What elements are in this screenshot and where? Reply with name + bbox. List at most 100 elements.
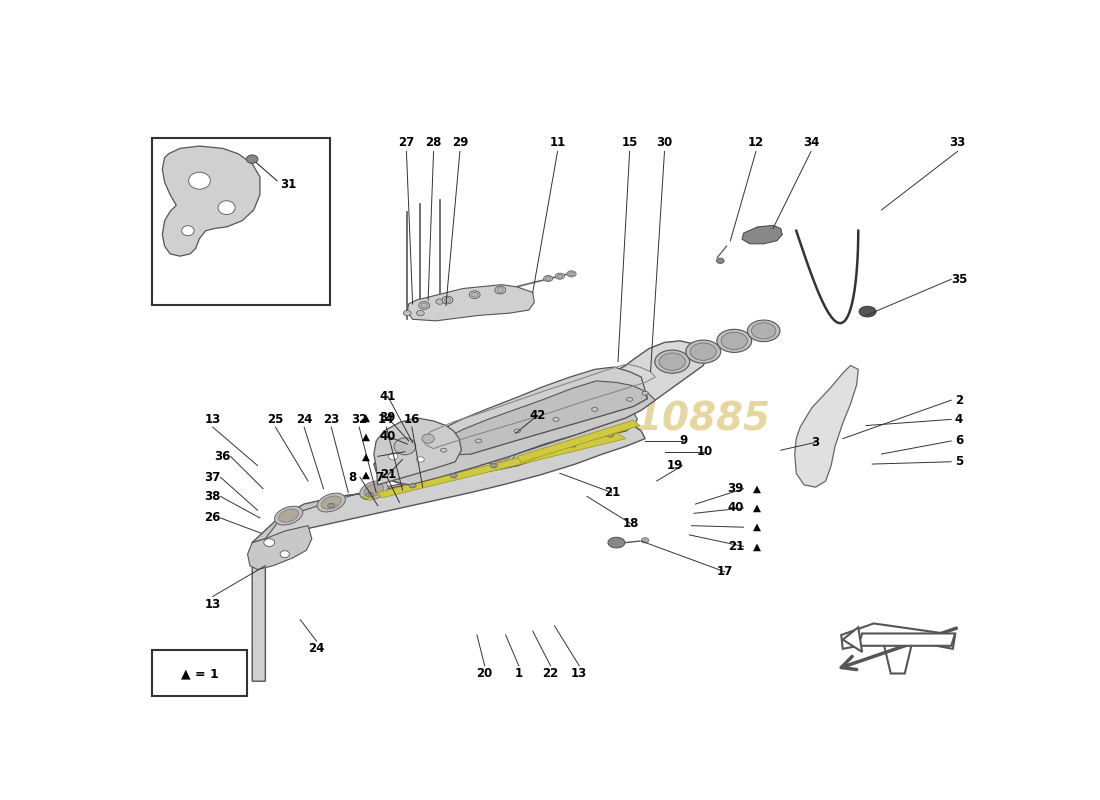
Ellipse shape bbox=[440, 448, 447, 452]
Text: 42: 42 bbox=[529, 409, 546, 422]
Text: 12: 12 bbox=[748, 136, 764, 149]
Polygon shape bbox=[252, 412, 637, 542]
Text: 11: 11 bbox=[549, 136, 565, 149]
Text: 26: 26 bbox=[205, 511, 221, 525]
Text: 8: 8 bbox=[348, 470, 356, 484]
Text: 21: 21 bbox=[604, 486, 620, 499]
Text: 31: 31 bbox=[280, 178, 297, 191]
Text: ▲: ▲ bbox=[752, 542, 761, 551]
Ellipse shape bbox=[642, 391, 648, 395]
Ellipse shape bbox=[409, 483, 416, 488]
Text: 5: 5 bbox=[955, 455, 964, 468]
Polygon shape bbox=[252, 426, 645, 682]
Ellipse shape bbox=[417, 310, 425, 316]
Text: 40: 40 bbox=[727, 502, 744, 514]
Ellipse shape bbox=[410, 484, 415, 487]
Ellipse shape bbox=[608, 538, 625, 548]
Text: ©: © bbox=[564, 428, 594, 457]
Text: 20: 20 bbox=[476, 667, 493, 680]
Ellipse shape bbox=[280, 550, 289, 558]
Text: 18: 18 bbox=[623, 517, 639, 530]
Ellipse shape bbox=[189, 172, 210, 189]
Polygon shape bbox=[842, 623, 955, 674]
Text: ▲: ▲ bbox=[752, 503, 761, 513]
Text: 24: 24 bbox=[308, 642, 324, 655]
Text: 9: 9 bbox=[679, 434, 688, 447]
Ellipse shape bbox=[553, 418, 559, 422]
Ellipse shape bbox=[532, 454, 536, 457]
Text: 155410885: 155410885 bbox=[528, 401, 770, 438]
Polygon shape bbox=[376, 377, 656, 485]
Ellipse shape bbox=[475, 439, 482, 443]
Text: 39: 39 bbox=[379, 411, 396, 424]
Ellipse shape bbox=[246, 155, 258, 163]
Text: ▲: ▲ bbox=[362, 470, 370, 480]
Ellipse shape bbox=[495, 286, 506, 294]
Text: 33: 33 bbox=[949, 136, 966, 149]
Ellipse shape bbox=[472, 292, 477, 297]
Text: 40: 40 bbox=[379, 430, 396, 443]
Polygon shape bbox=[374, 418, 462, 485]
Ellipse shape bbox=[275, 506, 302, 525]
Ellipse shape bbox=[722, 332, 747, 350]
Ellipse shape bbox=[751, 322, 776, 339]
Ellipse shape bbox=[543, 275, 553, 282]
Ellipse shape bbox=[492, 464, 496, 467]
Ellipse shape bbox=[328, 503, 334, 508]
Text: 24: 24 bbox=[296, 413, 312, 426]
Text: 39: 39 bbox=[727, 482, 744, 495]
Ellipse shape bbox=[360, 481, 388, 500]
Ellipse shape bbox=[607, 433, 614, 437]
Text: 6: 6 bbox=[955, 434, 964, 447]
Text: 23: 23 bbox=[323, 413, 340, 426]
Text: ▲: ▲ bbox=[752, 522, 761, 532]
Polygon shape bbox=[794, 366, 858, 487]
Text: 15: 15 bbox=[621, 136, 638, 149]
Ellipse shape bbox=[394, 438, 416, 455]
Text: 13: 13 bbox=[205, 598, 221, 610]
Text: 34: 34 bbox=[803, 136, 820, 149]
Ellipse shape bbox=[450, 474, 458, 478]
Ellipse shape bbox=[571, 443, 575, 446]
Ellipse shape bbox=[329, 504, 333, 507]
Text: 16: 16 bbox=[404, 413, 420, 426]
Ellipse shape bbox=[321, 496, 341, 509]
Text: 28: 28 bbox=[426, 136, 442, 149]
Text: 7: 7 bbox=[375, 470, 384, 484]
Text: 38: 38 bbox=[205, 490, 221, 503]
Ellipse shape bbox=[264, 538, 275, 546]
Ellipse shape bbox=[421, 303, 427, 308]
FancyBboxPatch shape bbox=[152, 650, 246, 696]
Text: 2: 2 bbox=[955, 394, 964, 406]
Polygon shape bbox=[858, 634, 955, 646]
Text: 17: 17 bbox=[717, 566, 733, 578]
Ellipse shape bbox=[592, 407, 598, 411]
Text: 13: 13 bbox=[571, 667, 587, 680]
Ellipse shape bbox=[859, 306, 876, 317]
Ellipse shape bbox=[404, 310, 411, 316]
Ellipse shape bbox=[452, 474, 455, 477]
Polygon shape bbox=[374, 341, 707, 485]
Text: 14: 14 bbox=[378, 413, 395, 426]
Polygon shape bbox=[440, 381, 648, 455]
Ellipse shape bbox=[218, 201, 235, 214]
Text: 30: 30 bbox=[657, 136, 672, 149]
Ellipse shape bbox=[546, 277, 551, 281]
Text: 19: 19 bbox=[667, 459, 683, 472]
Polygon shape bbox=[163, 146, 260, 256]
Ellipse shape bbox=[368, 494, 372, 496]
Ellipse shape bbox=[492, 449, 512, 462]
Ellipse shape bbox=[717, 330, 751, 353]
Text: 4: 4 bbox=[955, 413, 964, 426]
Ellipse shape bbox=[491, 463, 497, 468]
Text: 32: 32 bbox=[351, 413, 367, 426]
Text: 13: 13 bbox=[205, 413, 221, 426]
Text: ▲: ▲ bbox=[362, 413, 370, 423]
Text: 21: 21 bbox=[379, 468, 396, 482]
Polygon shape bbox=[517, 420, 640, 462]
Ellipse shape bbox=[449, 461, 469, 474]
Ellipse shape bbox=[569, 272, 574, 276]
Ellipse shape bbox=[497, 288, 504, 292]
Ellipse shape bbox=[608, 434, 613, 436]
Ellipse shape bbox=[317, 493, 345, 512]
